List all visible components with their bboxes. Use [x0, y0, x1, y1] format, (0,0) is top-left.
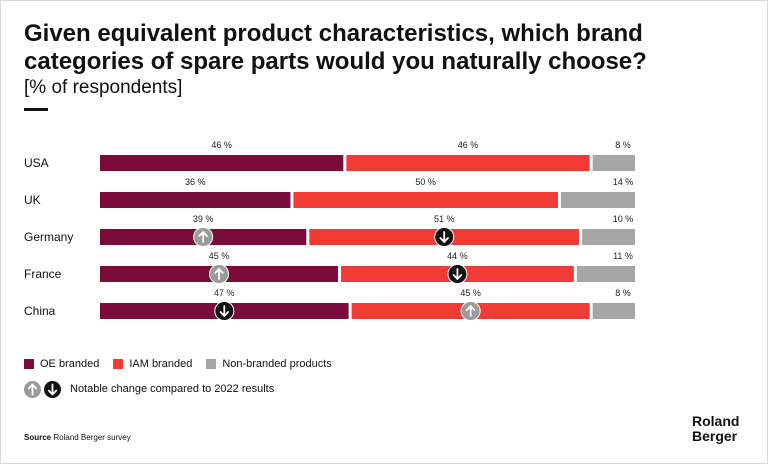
- legend-item-oe: OE branded: [24, 358, 99, 370]
- stacked-bar-chart: USA 46 % 46 % 8 % UK 36 % 50 % 14 % Germany 39 % 5…: [24, 140, 635, 321]
- bar-uk-oe-branded: [100, 192, 291, 208]
- source-text: Roland Berger survey: [53, 433, 131, 442]
- data-label-uk-non-branded-products: 14 %: [613, 177, 634, 187]
- legend-label-oe: OE branded: [40, 358, 100, 370]
- legend-swatch-iam: [113, 359, 124, 369]
- change-marker-germany-iam-branded-arrow: [439, 231, 449, 243]
- change-marker-france-oe-branded-arrow: [214, 268, 224, 280]
- brand-logo: Roland Berger: [692, 414, 752, 444]
- change-marker-germany-oe-branded-arrow: [198, 231, 208, 243]
- logo-line-2: Berger: [692, 428, 738, 444]
- bar-usa-non-branded-products: [592, 155, 635, 171]
- change-marker-china-iam-branded-arrow: [465, 305, 476, 317]
- data-label-china-non-branded-products: 8 %: [615, 288, 631, 298]
- data-label-france-non-branded-products: 11 %: [613, 251, 633, 261]
- data-label-germany-non-branded-products: 10 %: [613, 214, 634, 224]
- data-label-uk-oe-branded: 36 %: [185, 177, 206, 187]
- data-label-germany-oe-branded: 39 %: [193, 214, 214, 224]
- source-prefix: Source: [24, 433, 52, 442]
- bar-usa-iam-branded: [346, 155, 590, 171]
- legend: OE branded IAM branded Non-branded produ…: [24, 357, 346, 371]
- category-label-france: France: [24, 267, 62, 281]
- arrow-down-circle-icon: [44, 380, 61, 398]
- change-marker-china-oe-branded-arrow: [219, 305, 230, 317]
- legend-label-non-branded: Non-branded products: [222, 358, 332, 370]
- category-label-uk: UK: [24, 193, 41, 207]
- category-label-germany: Germany: [24, 230, 73, 244]
- arrow-up-circle-icon: [24, 380, 41, 398]
- title-rule: [24, 108, 48, 111]
- data-label-france-iam-branded: 44 %: [447, 251, 468, 261]
- bar-france-non-branded-products: [576, 266, 635, 282]
- category-label-china: China: [24, 304, 56, 318]
- change-marker-france-iam-branded-arrow: [452, 268, 463, 280]
- source-note: Source Roland Berger survey: [24, 433, 131, 442]
- data-label-uk-iam-branded: 50 %: [415, 177, 436, 187]
- data-label-germany-iam-branded: 51 %: [434, 214, 455, 224]
- chart-subtitle: [% of respondents]: [24, 77, 183, 98]
- bar-uk-non-branded-products: [560, 192, 635, 208]
- data-label-china-oe-branded: 47 %: [214, 288, 235, 298]
- legend-swatch-oe: [24, 359, 34, 369]
- bar-china-non-branded-products: [592, 303, 635, 319]
- chart-title: Given equivalent product characteristics…: [24, 20, 647, 75]
- legend-item-iam: IAM branded: [113, 358, 192, 370]
- data-label-usa-non-branded-products: 8 %: [615, 140, 631, 150]
- data-label-france-oe-branded: 45 %: [209, 251, 230, 261]
- legend-item-non-branded: Non-branded products: [206, 358, 332, 370]
- data-label-usa-oe-branded: 46 %: [211, 140, 232, 150]
- logo-line-1: Roland: [692, 413, 740, 429]
- legend-label-iam: IAM branded: [129, 358, 193, 370]
- data-label-china-iam-branded: 45 %: [460, 288, 481, 298]
- category-label-usa: USA: [24, 156, 49, 170]
- bar-usa-oe-branded: [100, 155, 344, 171]
- bar-germany-non-branded-products: [582, 229, 635, 245]
- change-note: Notable change compared to 2022 results: [24, 380, 274, 398]
- change-note-label: Notable change compared to 2022 results: [70, 383, 275, 395]
- data-label-usa-iam-branded: 46 %: [458, 140, 479, 150]
- legend-swatch-non-branded: [206, 359, 217, 369]
- bar-uk-iam-branded: [293, 192, 558, 208]
